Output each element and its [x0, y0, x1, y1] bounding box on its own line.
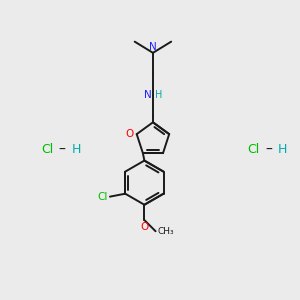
Text: O: O [125, 129, 133, 139]
Text: –: – [265, 143, 272, 157]
Text: Cl: Cl [247, 143, 259, 157]
Text: CH₃: CH₃ [157, 227, 174, 236]
Text: N: N [144, 90, 152, 100]
Text: H: H [72, 143, 81, 157]
Text: N: N [149, 42, 157, 52]
Text: –: – [59, 143, 66, 157]
Text: H: H [155, 90, 163, 100]
Text: Cl: Cl [98, 192, 108, 202]
Text: H: H [278, 143, 287, 157]
Text: O: O [140, 222, 148, 233]
Text: Cl: Cl [41, 143, 53, 157]
